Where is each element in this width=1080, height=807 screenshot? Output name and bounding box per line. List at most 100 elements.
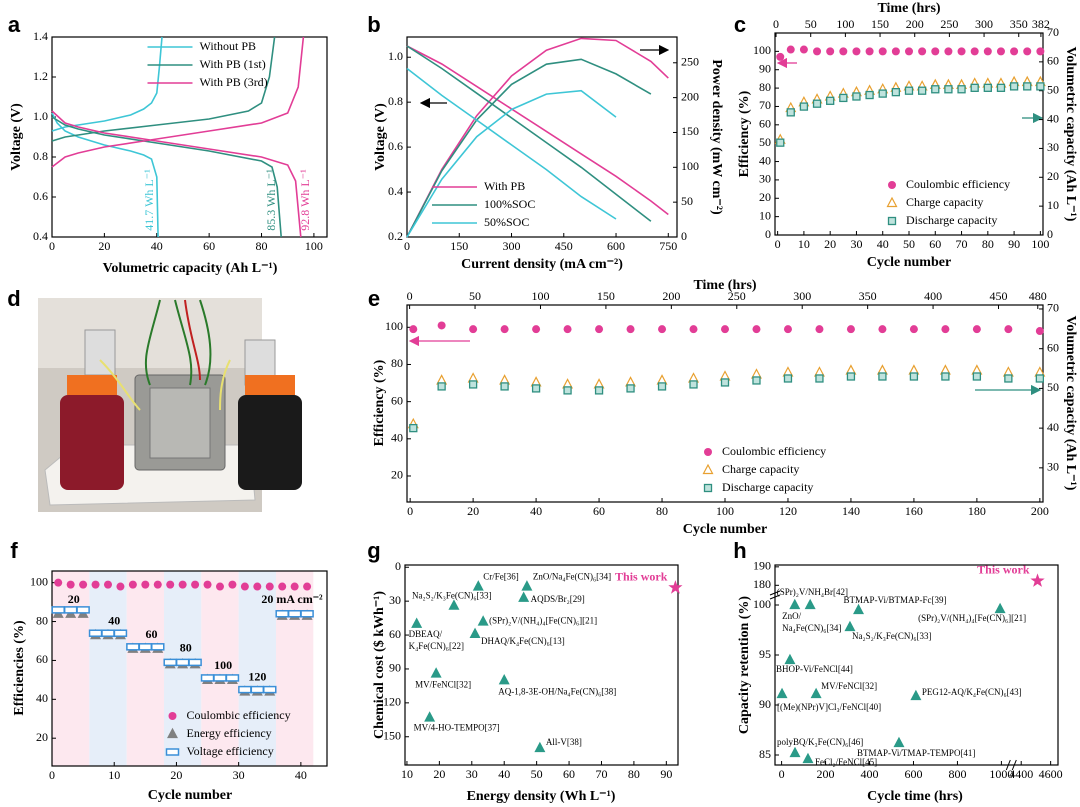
data-point (626, 325, 635, 334)
y2-tick-label: 0 (681, 229, 687, 243)
y-tick-label: 100 (385, 319, 403, 333)
data-point (815, 325, 824, 334)
y-tick-label: 40 (391, 431, 403, 445)
data-point (865, 90, 874, 100)
point-label: [(Me)(NPr)V]Cl₃/FeNCl[40] (777, 702, 881, 712)
data-point (720, 378, 730, 387)
point-label: MV/FeNCl[32] (821, 681, 877, 691)
data-point (213, 674, 227, 682)
data-point (917, 86, 927, 95)
data-point (472, 580, 484, 591)
data-point (941, 325, 950, 334)
annotation: 60 (146, 627, 158, 641)
x2-tick-label: 450 (990, 289, 1008, 303)
line (406, 45, 669, 216)
x-tick-label: 40 (498, 767, 510, 781)
x2-tick-label: 150 (871, 17, 889, 31)
x-axis-label: Cycle time (hrs) (867, 789, 963, 804)
power-line (406, 37, 669, 238)
legend-label: Discharge capacity (906, 213, 997, 227)
x2-tick-label: 250 (940, 17, 958, 31)
data-point (1035, 374, 1045, 383)
y-tick-label: 60 (759, 117, 771, 131)
photo (38, 298, 302, 512)
data-point (905, 47, 913, 56)
y-tick-label: 70 (759, 98, 771, 112)
rate-band (238, 571, 276, 766)
x-tick-label: 50 (903, 237, 915, 251)
point-label: (SPr)₂V/(NH₄)₄[Fe(CN)₆][21] (489, 616, 597, 626)
data-point (658, 325, 667, 334)
x-tick-label: 1000 (989, 767, 1013, 781)
y2-tick-label: 0 (1047, 227, 1053, 241)
y-tick-label: 60 (391, 393, 403, 407)
x-tick-label: 0 (407, 504, 413, 518)
panel-label: c (734, 12, 746, 37)
legend-marker (887, 216, 897, 226)
annotation: 40 (108, 613, 120, 627)
data-point (957, 47, 966, 56)
x2-tick-label: 150 (597, 289, 615, 303)
data-point (941, 372, 950, 381)
plot-frame (406, 36, 678, 238)
data-point (878, 325, 887, 334)
data-point (91, 580, 100, 589)
data-point (594, 386, 604, 395)
y-tick-label: 40 (36, 691, 48, 705)
data-point (265, 582, 274, 591)
data-point (563, 386, 572, 395)
y-axis-label: Chemical cost ($ kWh⁻¹) (372, 591, 387, 739)
x-tick-label: 140 (842, 504, 860, 518)
legend-label: Coulombic efficiency (187, 708, 291, 722)
y-tick-label: 100 (753, 597, 771, 611)
point-label: MV/4-HO-TEMPO[37] (414, 723, 500, 733)
data-point (839, 93, 848, 103)
data-point (802, 752, 814, 764)
data-point (826, 47, 835, 56)
panel-label: g (367, 538, 380, 563)
power-line (406, 89, 617, 238)
data-point (263, 685, 277, 694)
y-axis-label: Efficiency (%) (737, 90, 752, 177)
data-point (563, 325, 572, 334)
data-point (477, 615, 489, 626)
line (406, 67, 617, 220)
data-point (500, 382, 509, 391)
x-tick-label: 80 (656, 504, 668, 518)
x-tick-label: 20 (98, 239, 110, 253)
x2-tick-label: 200 (906, 17, 924, 31)
legend-marker (168, 712, 177, 720)
y-tick-label: 0.8 (388, 94, 403, 108)
data-point (996, 47, 1005, 56)
legend-marker (165, 748, 180, 756)
x-tick-label: 750 (659, 239, 677, 253)
data-point (518, 591, 530, 602)
y-tick-label: 150 (383, 729, 401, 743)
point-label: ZnO/ (782, 611, 801, 621)
data-point (228, 580, 237, 589)
x-tick-label: 120 (779, 504, 797, 518)
data-point (970, 47, 979, 56)
y2-tick-label: 50 (681, 194, 693, 208)
x-tick-label: 10 (108, 768, 120, 782)
x-tick-label: 0 (779, 767, 785, 781)
x-tick-label: 40 (530, 504, 542, 518)
y-axis-label: Efficiency (%) (372, 359, 387, 446)
y2-tick-label: 10 (1047, 198, 1059, 212)
point-label: K₄Fe(CN)₆[22] (409, 641, 464, 651)
plot-frame (51, 36, 328, 238)
legend-marker (888, 181, 896, 189)
y-tick-label: 100 (30, 574, 48, 588)
legend-label: Discharge capacity (722, 480, 813, 494)
data-point (409, 423, 418, 433)
data-point (153, 580, 162, 589)
point-label: ZnO/Na₄Fe(CN)₆[34] (533, 572, 611, 582)
data-point (531, 384, 541, 393)
y-tick-label: 0.8 (33, 149, 48, 163)
y2-tick-label: 30 (1047, 460, 1059, 474)
legend-label: Without PB (200, 39, 257, 53)
legend-label: Voltage efficiency (187, 744, 274, 758)
data-point (752, 325, 761, 334)
rate-band (126, 571, 164, 766)
rate-band (201, 571, 239, 766)
